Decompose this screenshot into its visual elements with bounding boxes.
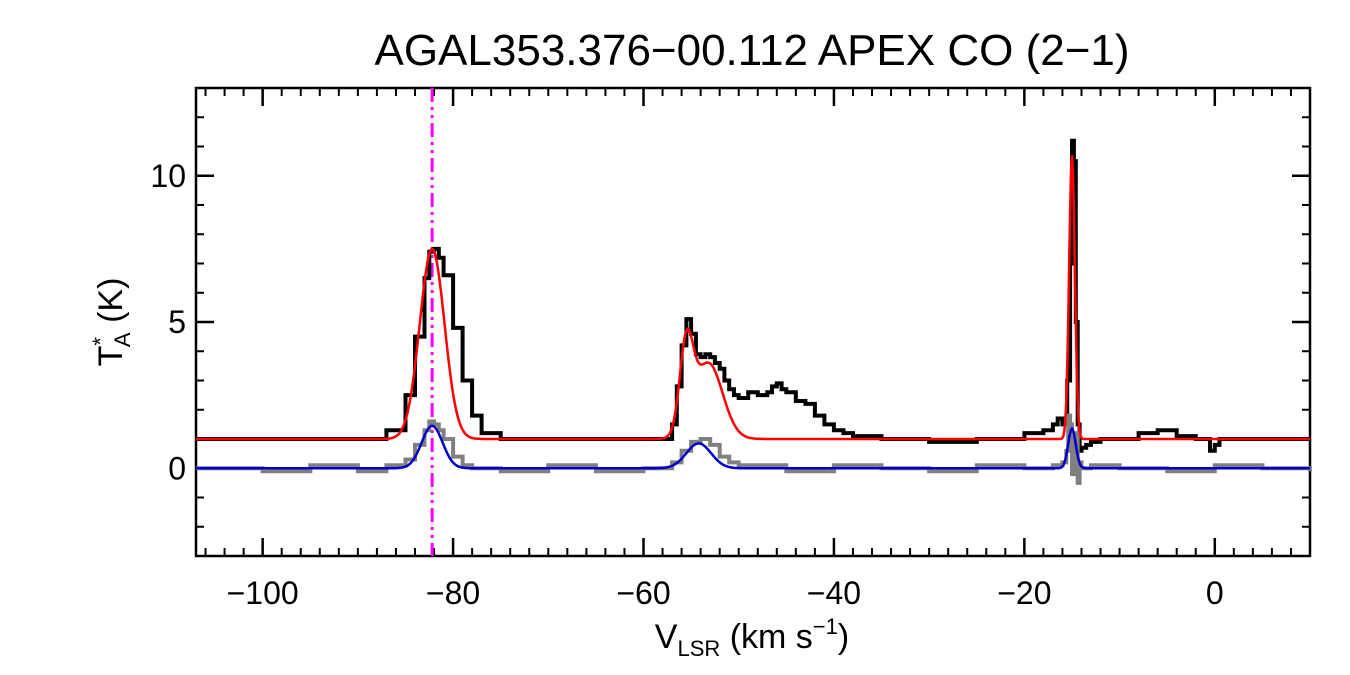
y-tick-labels: 0 5 10 (150, 158, 186, 487)
y-axis-label: T*A (K) (88, 278, 135, 367)
major-ticks (196, 88, 1310, 556)
x-tick-label: −80 (426, 575, 480, 611)
x-tick-label: −40 (807, 575, 861, 611)
gaussian-fit-red (196, 155, 1310, 441)
plot-frame (194, 86, 1312, 558)
x-axis-label: VLSR (km s−1) (655, 614, 849, 661)
x-axis-label-sup: −1 (813, 614, 838, 639)
x-axis-label-rest: (km s (720, 618, 813, 656)
x-axis-label-sub: LSR (677, 636, 720, 661)
y-tick-label: 0 (168, 450, 186, 486)
y-axis-label-main: T (92, 346, 130, 367)
minor-ticks (196, 87, 1311, 557)
chart-title: AGAL353.376−00.112 APEX CO (2−1) (374, 26, 1129, 75)
x-tick-label: −20 (997, 575, 1051, 611)
x-tick-label: −60 (616, 575, 670, 611)
y-axis-label-sub: A (110, 332, 135, 347)
y-tick-label: 10 (150, 158, 186, 194)
observed-spectrum-black (196, 138, 1310, 453)
x-tick-labels: −100 −80 −60 −40 −20 0 (227, 575, 1224, 611)
y-axis-label-rest: (K) (92, 278, 130, 333)
y-tick-label: 5 (168, 304, 186, 340)
x-tick-label: −100 (227, 575, 299, 611)
x-axis-label-main: V (655, 618, 678, 656)
gaussian-fit-blue (196, 424, 1310, 470)
observed-spectrum-gray (196, 413, 1312, 485)
y-axis-label-sup: * (88, 337, 113, 346)
x-axis-label-close: ) (838, 618, 849, 656)
x-tick-label: 0 (1206, 575, 1224, 611)
